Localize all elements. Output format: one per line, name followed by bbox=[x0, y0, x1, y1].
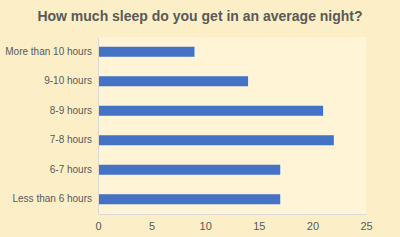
bar bbox=[98, 47, 194, 57]
plot-area bbox=[98, 37, 366, 214]
bar bbox=[98, 76, 248, 86]
tick-label: 25 bbox=[360, 220, 372, 232]
y-axis: More than 10 hours 9-10 hours 8-9 hours 7-8… bbox=[5, 38, 98, 215]
tick: 0 bbox=[95, 214, 101, 232]
tick-label: 20 bbox=[307, 220, 319, 232]
tick-label: 5 bbox=[149, 220, 155, 232]
category-label: More than 10 hours bbox=[5, 46, 92, 57]
tick: 10 bbox=[200, 214, 212, 232]
tick: Less than 6 hours bbox=[13, 193, 99, 204]
tick: 6-7 hours bbox=[50, 164, 98, 175]
category-label: 6-7 hours bbox=[50, 164, 92, 175]
chart: How much sleep do you get in an average … bbox=[0, 0, 400, 237]
tick: 8-9 hours bbox=[50, 105, 98, 116]
bar bbox=[98, 165, 280, 175]
tick: 25 bbox=[360, 214, 372, 232]
tick-label: 0 bbox=[95, 220, 101, 232]
tick: 9-10 hours bbox=[44, 75, 98, 86]
x-axis: 0 5 10 15 20 25 bbox=[95, 214, 372, 232]
tick: 7-8 hours bbox=[50, 134, 98, 145]
bar bbox=[98, 194, 280, 204]
tick-label: 10 bbox=[200, 220, 212, 232]
bar bbox=[98, 135, 334, 145]
bars bbox=[98, 47, 334, 205]
tick: 5 bbox=[149, 214, 155, 232]
background bbox=[0, 0, 400, 237]
tick: 15 bbox=[253, 214, 265, 232]
axis-line bbox=[98, 38, 99, 215]
category-label: 9-10 hours bbox=[44, 75, 92, 86]
title: How much sleep do you get in an average … bbox=[37, 8, 362, 24]
tick: More than 10 hours bbox=[5, 46, 98, 57]
category-label: 8-9 hours bbox=[50, 105, 92, 116]
axis-line bbox=[99, 214, 367, 215]
tick: 20 bbox=[307, 214, 319, 232]
category-label: Less than 6 hours bbox=[13, 193, 93, 204]
category-label: 7-8 hours bbox=[50, 134, 92, 145]
bar bbox=[98, 106, 323, 116]
tick-label: 15 bbox=[253, 220, 265, 232]
